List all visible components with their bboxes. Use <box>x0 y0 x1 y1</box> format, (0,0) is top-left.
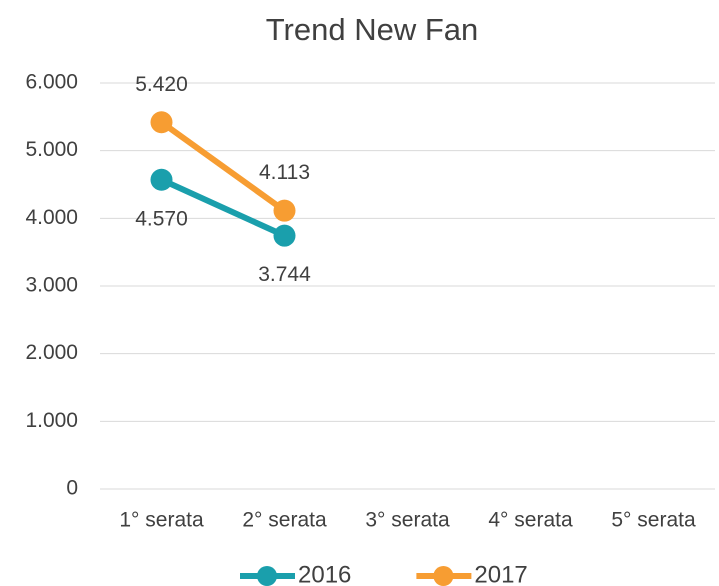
series-line <box>158 176 288 239</box>
data-label: 4.570 <box>135 207 188 230</box>
x-tick-label: 1° serata <box>119 509 204 532</box>
data-point <box>150 111 173 134</box>
y-tick-label: 5.000 <box>25 138 78 161</box>
y-tick-label: 6.000 <box>25 71 78 94</box>
chart-title: Trend New Fan <box>266 12 479 47</box>
y-tick-label: 1.000 <box>25 409 78 432</box>
y-tick-label: 3.000 <box>25 274 78 297</box>
y-tick-label: 0 <box>66 477 78 500</box>
data-label: 4.113 <box>259 161 310 184</box>
x-tick-label: 5° serata <box>611 509 696 532</box>
data-point <box>273 199 296 222</box>
y-tick-label: 4.000 <box>25 206 78 229</box>
y-tick-label: 2.000 <box>25 341 78 364</box>
series-line <box>158 119 288 214</box>
legend-marker <box>257 566 277 586</box>
x-tick-label: 4° serata <box>488 509 573 532</box>
data-label: 3.744 <box>258 263 311 286</box>
legend-label: 2017 <box>474 561 527 586</box>
x-tick-label: 3° serata <box>365 509 450 532</box>
x-tick-label: 2° serata <box>242 509 327 532</box>
data-label: 5.420 <box>135 73 188 96</box>
data-point <box>150 168 173 191</box>
legend-label: 2016 <box>298 561 351 586</box>
data-point <box>273 224 296 247</box>
legend-marker <box>433 566 454 586</box>
